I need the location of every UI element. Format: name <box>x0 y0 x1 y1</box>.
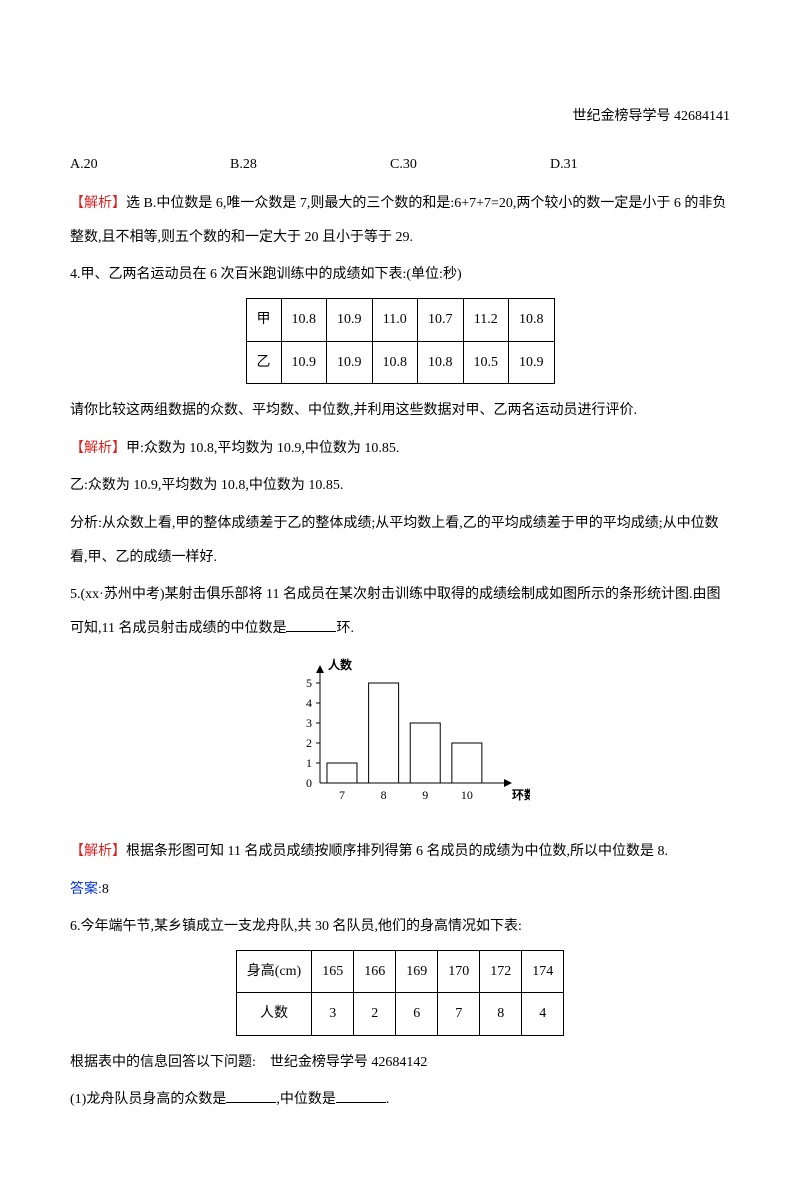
cell: 169 <box>396 950 438 993</box>
bar-chart-svg: 1 2 3 4 5 0 7 8 9 10 人数环数 <box>270 653 530 813</box>
analysis-label: 【解析】 <box>70 844 126 859</box>
svg-text:环数: 环数 <box>512 787 530 802</box>
cell: 8 <box>480 993 522 1036</box>
svg-text:3: 3 <box>306 716 312 730</box>
cell: 11.2 <box>463 298 509 341</box>
q4-analysis: 【解析】甲:众数为 10.8,平均数为 10.9,中位数为 10.85. <box>70 432 730 466</box>
q6-ask2: (1)龙舟队员身高的众数是 ,中位数是. <box>70 1083 730 1117</box>
cell: 11.0 <box>372 298 418 341</box>
svg-text:7: 7 <box>339 788 345 802</box>
q3-analysis: 【解析】选 B.中位数是 6,唯一众数是 7,则最大的三个数的和是:6+7+7=… <box>70 187 730 254</box>
table-row: 身高(cm) 165 166 169 170 172 174 <box>236 950 563 993</box>
q3-analysis-text: 选 B.中位数是 6,唯一众数是 7,则最大的三个数的和是:6+7+7=20,两… <box>70 196 726 245</box>
q4-line1: 甲:众数为 10.8,平均数为 10.9,中位数为 10.85. <box>126 441 399 456</box>
cell: 2 <box>354 993 396 1036</box>
cell: 10.5 <box>463 341 509 384</box>
cell: 166 <box>354 950 396 993</box>
q5-answer: 答案:8 <box>70 873 730 907</box>
svg-text:10: 10 <box>461 788 473 802</box>
q6-ask2a: (1)龙舟队员身高的众数是 <box>70 1092 226 1107</box>
q6-table: 身高(cm) 165 166 169 170 172 174 人数 3 2 6 … <box>236 950 564 1036</box>
table-row: 甲 10.8 10.9 11.0 10.7 11.2 10.8 <box>246 298 554 341</box>
blank <box>286 617 336 632</box>
cell: 172 <box>480 950 522 993</box>
cell: 10.8 <box>281 298 327 341</box>
col-header: 身高(cm) <box>236 950 311 993</box>
analysis-label: 【解析】 <box>70 196 126 211</box>
q4-line2: 乙:众数为 10.9,平均数为 10.8,中位数为 10.85. <box>70 469 730 503</box>
cell: 10.8 <box>418 341 464 384</box>
header-study-id: 世纪金榜导学号 42684141 <box>70 100 730 134</box>
row-header: 人数 <box>236 993 311 1036</box>
blank <box>336 1088 386 1103</box>
cell: 10.9 <box>327 298 373 341</box>
svg-text:0: 0 <box>306 776 312 790</box>
q6-ask2c: . <box>386 1092 390 1107</box>
cell: 10.7 <box>418 298 464 341</box>
svg-text:9: 9 <box>422 788 428 802</box>
q3-option-d: D.31 <box>550 148 710 182</box>
q5-stem-text: 5.(xx·苏州中考)某射击俱乐部将 11 名成员在某次射击训练中取得的成绩绘制… <box>70 587 720 636</box>
svg-text:1: 1 <box>306 756 312 770</box>
analysis-label: 【解析】 <box>70 441 126 456</box>
answer-label: 答案: <box>70 882 102 897</box>
cell: 10.9 <box>509 341 555 384</box>
svg-text:2: 2 <box>306 736 312 750</box>
svg-text:5: 5 <box>306 676 312 690</box>
cell: 174 <box>522 950 564 993</box>
q4-ask: 请你比较这两组数据的众数、平均数、中位数,并利用这些数据对甲、乙两名运动员进行评… <box>70 394 730 428</box>
cell: 10.9 <box>281 341 327 384</box>
svg-text:4: 4 <box>306 696 312 710</box>
cell: 3 <box>312 993 354 1036</box>
table-row: 人数 3 2 6 7 8 4 <box>236 993 563 1036</box>
q5-stem: 5.(xx·苏州中考)某射击俱乐部将 11 名成员在某次射击训练中取得的成绩绘制… <box>70 578 730 645</box>
q3-option-a: A.20 <box>70 148 230 182</box>
q6-ask2b: ,中位数是 <box>276 1092 336 1107</box>
row-label: 甲 <box>246 298 281 341</box>
q4-line3: 分析:从众数上看,甲的整体成绩差于乙的整体成绩;从平均数上看,乙的平均成绩差于甲… <box>70 507 730 574</box>
q5-analysis: 【解析】根据条形图可知 11 名成员成绩按顺序排列得第 6 名成员的成绩为中位数… <box>70 835 730 869</box>
cell: 10.8 <box>509 298 555 341</box>
table-row: 乙 10.9 10.9 10.8 10.8 10.5 10.9 <box>246 341 554 384</box>
q6-ask1: 根据表中的信息回答以下问题: 世纪金榜导学号 42684142 <box>70 1046 730 1080</box>
blank <box>226 1088 276 1103</box>
cell: 4 <box>522 993 564 1036</box>
cell: 10.9 <box>327 341 373 384</box>
cell: 165 <box>312 950 354 993</box>
q3-options: A.20 B.28 C.30 D.31 <box>70 148 730 182</box>
svg-text:8: 8 <box>381 788 387 802</box>
svg-text:人数: 人数 <box>328 657 353 672</box>
q5-analysis-text: 根据条形图可知 11 名成员成绩按顺序排列得第 6 名成员的成绩为中位数,所以中… <box>126 844 668 859</box>
cell: 170 <box>438 950 480 993</box>
answer-value: 8 <box>102 882 109 897</box>
q5-chart: 1 2 3 4 5 0 7 8 9 10 人数环数 <box>270 653 530 827</box>
q5-stem-tail: 环. <box>336 621 354 636</box>
row-label: 乙 <box>246 341 281 384</box>
q6-stem: 6.今年端午节,某乡镇成立一支龙舟队,共 30 名队员,他们的身高情况如下表: <box>70 910 730 944</box>
cell: 6 <box>396 993 438 1036</box>
q3-option-c: C.30 <box>390 148 550 182</box>
q4-stem: 4.甲、乙两名运动员在 6 次百米跑训练中的成绩如下表:(单位:秒) <box>70 258 730 292</box>
q3-option-b: B.28 <box>230 148 390 182</box>
cell: 7 <box>438 993 480 1036</box>
q4-table: 甲 10.8 10.9 11.0 10.7 11.2 10.8 乙 10.9 1… <box>246 298 555 384</box>
cell: 10.8 <box>372 341 418 384</box>
